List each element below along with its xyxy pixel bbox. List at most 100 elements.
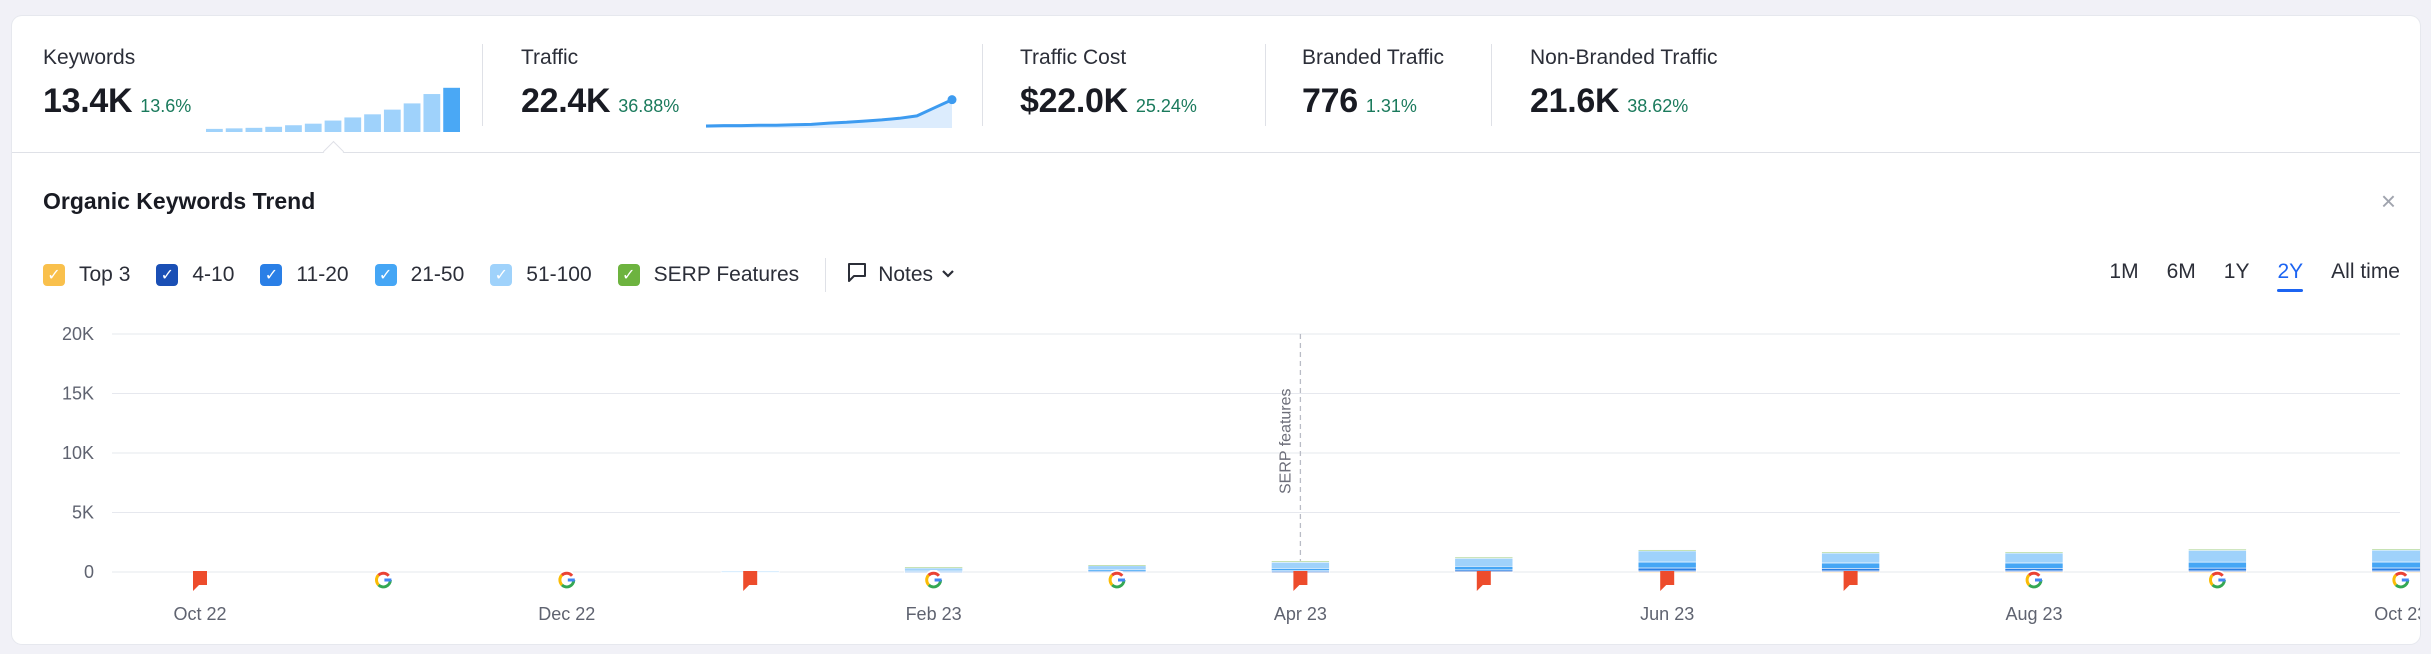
range-1y[interactable]: 1Y — [2223, 260, 2250, 283]
range-6m[interactable]: 6M — [2166, 260, 2196, 283]
divider — [1265, 44, 1266, 126]
keywords-trend-chart: 0 5K 10K 15K 20K SERP features Oct 22 Dec 22 Feb… — [62, 324, 2420, 624]
legend-21-50[interactable]: ✓ 21-50 — [374, 263, 464, 287]
bar-segment[interactable] — [1271, 561, 1330, 569]
checkbox-checked-icon[interactable]: ✓ — [156, 264, 179, 286]
checkbox-checked-icon[interactable]: ✓ — [617, 264, 640, 286]
legend-serp-features[interactable]: ✓ SERP Features — [617, 263, 800, 287]
note-flag-icon[interactable] — [743, 571, 758, 591]
metric-non-branded-traffic[interactable]: Non-Branded Traffic 21.6K 38.62% — [1530, 46, 1718, 121]
bar-segment[interactable] — [1637, 549, 1697, 552]
bar-segment[interactable] — [2188, 561, 2247, 569]
metric-traffic[interactable]: Traffic 22.4K 36.88% — [521, 46, 679, 121]
sparkline-bar — [304, 123, 322, 132]
legend-4-10[interactable]: ✓ 4-10 — [156, 263, 234, 287]
range-all-time[interactable]: All time — [2331, 260, 2400, 283]
close-icon[interactable]: × — [2380, 186, 2396, 216]
bar-segment[interactable] — [904, 566, 963, 569]
divider — [482, 44, 483, 126]
bar-segment[interactable] — [1087, 564, 1147, 567]
metric-label: Branded Traffic — [1302, 46, 1445, 69]
sparkline-bar — [225, 128, 243, 132]
y-tick-label: 20K — [62, 324, 94, 344]
x-tick-label: Oct 23 — [2374, 604, 2420, 624]
bar-segment[interactable] — [1637, 550, 1697, 563]
checkbox-checked-icon[interactable]: ✓ — [490, 264, 513, 286]
metric-branded-traffic[interactable]: Branded Traffic 776 1.31% — [1302, 46, 1444, 121]
bar-segment[interactable] — [1271, 560, 1330, 563]
comment-icon — [846, 261, 868, 289]
metric-change: 25.24% — [1135, 96, 1197, 116]
note-flag-icon[interactable] — [1476, 571, 1491, 591]
metric-label: Traffic Cost — [1020, 46, 1127, 69]
sparkline-bar — [245, 127, 263, 132]
note-flag-icon[interactable] — [1843, 571, 1858, 591]
metric-keywords[interactable]: Keywords 13.4K 13.6% — [43, 46, 191, 121]
sparkline-bar — [403, 103, 421, 132]
divider — [982, 44, 983, 126]
legend-51-100[interactable]: ✓ 51-100 — [490, 263, 592, 287]
bar-segment[interactable] — [1637, 561, 1697, 569]
keywords-sparkline — [206, 87, 460, 132]
range-1m[interactable]: 1M — [2109, 260, 2139, 283]
legend-top-3[interactable]: ✓ Top 3 — [43, 263, 130, 287]
google-update-icon[interactable] — [556, 570, 577, 590]
metric-value: 776 — [1302, 82, 1358, 120]
bar-segment[interactable] — [2371, 549, 2420, 563]
note-flag-icon[interactable] — [193, 571, 207, 591]
bar-segment[interactable] — [1454, 557, 1514, 559]
notes-dropdown[interactable]: Notes — [846, 261, 955, 289]
bar-segment[interactable] — [2004, 562, 2064, 569]
note-flag-icon[interactable] — [1660, 571, 1675, 591]
bar-segment[interactable] — [1454, 565, 1514, 571]
y-tick-label: 10K — [62, 443, 94, 463]
divider — [1491, 44, 1492, 126]
metric-label: Traffic — [521, 46, 579, 69]
bar-segment[interactable] — [2371, 561, 2420, 569]
bar-segment[interactable] — [1454, 557, 1514, 567]
sparkline-bar — [443, 87, 460, 132]
legend-label: SERP Features — [653, 263, 800, 286]
google-update-icon[interactable] — [2207, 570, 2228, 590]
x-tick-label: Dec 22 — [538, 604, 595, 624]
google-update-icon[interactable] — [1107, 570, 1127, 590]
y-tick-label: 15K — [62, 384, 94, 404]
google-update-icon[interactable] — [373, 570, 394, 590]
sparkline-bar — [324, 120, 342, 132]
metric-change: 38.62% — [1627, 96, 1689, 116]
bar-segment[interactable] — [1821, 562, 1880, 569]
bar-segment[interactable] — [1271, 568, 1330, 571]
bar-segment[interactable] — [2371, 548, 2420, 551]
bar-segment[interactable] — [2004, 552, 2064, 564]
legend-label: 4-10 — [192, 263, 235, 286]
google-update-icon[interactable] — [2390, 570, 2411, 590]
bar-segment[interactable] — [2004, 551, 2064, 554]
note-flag-icon[interactable] — [1293, 571, 1308, 591]
legend-11-20[interactable]: ✓ 11-20 — [260, 263, 349, 287]
bar-segment[interactable] — [1821, 551, 1880, 554]
x-tick-label: Aug 23 — [2005, 604, 2062, 624]
sparkline-bar — [265, 126, 283, 132]
bar-segment[interactable] — [2371, 567, 2420, 572]
x-tick-label: Jun 23 — [1640, 604, 1694, 624]
checkbox-checked-icon[interactable]: ✓ — [43, 264, 65, 286]
bar-segment[interactable] — [2188, 549, 2247, 563]
google-update-icon[interactable] — [2024, 570, 2044, 590]
bar-segment[interactable] — [1821, 552, 1880, 564]
metrics-bar: Keywords 13.4K 13.6% Traffic 22.4K 36.88… — [12, 16, 2420, 153]
checkbox-checked-icon[interactable]: ✓ — [260, 264, 283, 286]
google-update-icon[interactable] — [923, 570, 944, 590]
bar-segment[interactable] — [2188, 549, 2247, 551]
traffic-sparkline — [705, 95, 957, 128]
range-2y[interactable]: 2Y — [2277, 260, 2303, 292]
organic-overview-card: Keywords 13.4K 13.6% Traffic 22.4K 36.88… — [12, 16, 2420, 644]
metric-traffic-cost[interactable]: Traffic Cost $22.0K 25.24% — [1020, 46, 1197, 121]
legend-divider — [825, 258, 827, 292]
sparkline-bar — [206, 128, 223, 132]
bar-segment[interactable] — [1821, 568, 1880, 572]
metric-change: 13.6% — [140, 96, 192, 116]
sparkline-bar — [383, 109, 401, 132]
sparkline-end-point — [947, 95, 957, 105]
checkbox-checked-icon[interactable]: ✓ — [374, 264, 397, 286]
bar-segment[interactable] — [1637, 567, 1697, 572]
